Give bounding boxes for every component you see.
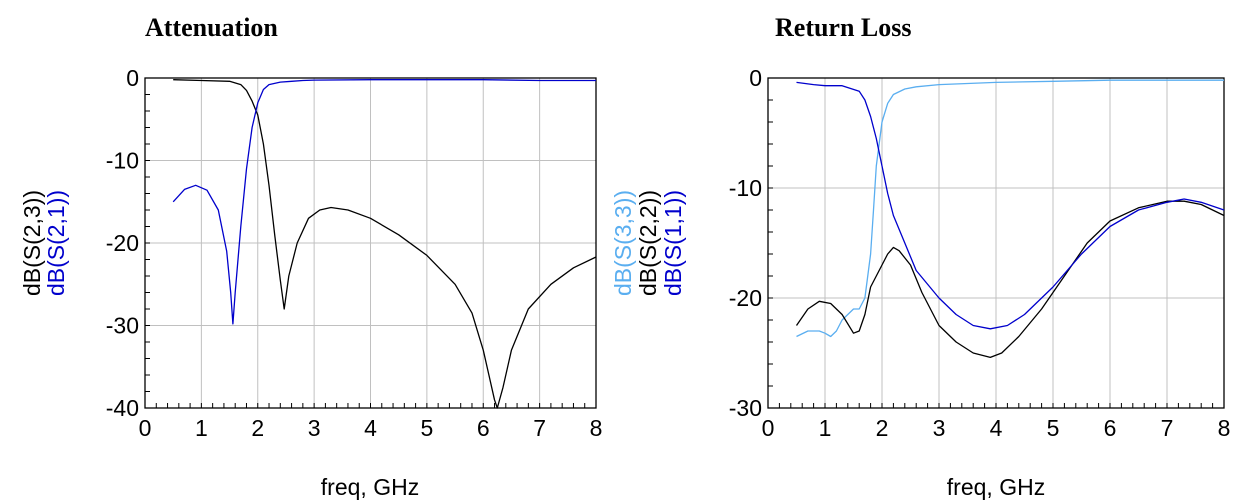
x-tick-label: 5 (1047, 415, 1060, 441)
x-tick-label: 4 (990, 415, 1003, 441)
x-tick-label: 7 (1161, 415, 1174, 441)
y-axis-label: dB(S(2,3)) dB(S(2,1)) (19, 190, 69, 296)
x-tick-label: 4 (364, 415, 377, 441)
y-label-line-2: dB(S(2,1)) (43, 190, 69, 296)
chart-title: Attenuation (145, 13, 278, 42)
series-line-db-s-2-1- (172, 79, 596, 325)
x-tick-label: 8 (590, 415, 603, 441)
x-tick-label: 3 (933, 415, 946, 441)
x-tick-label: 7 (533, 415, 546, 441)
x-tick-label: 5 (420, 415, 433, 441)
attenuation-chart: Attenuation 0 1 2 3 4 5 6 7 8 0 -10 -20 -30 -40 dB(S(… (19, 13, 602, 500)
series-line-db-s-1-1- (796, 81, 1225, 330)
series-line-db-s-2-3- (173, 79, 597, 409)
chart-title: Return Loss (775, 13, 912, 42)
x-tick-label: 6 (1104, 415, 1117, 441)
y-tick-label: -10 (729, 175, 762, 201)
x-axis-label: freq, GHz (321, 474, 419, 500)
x-tick-label: 8 (1218, 415, 1231, 441)
y-axis-label: dB(S(3,3)) dB(S(2,2)) dB(S(1,1)) (610, 190, 686, 296)
y-label-line-3: dB(S(1,1)) (660, 190, 686, 296)
y-tick-label: -20 (106, 230, 139, 256)
y-tick-label: -30 (106, 313, 139, 339)
series-line-db-s-3-3- (796, 79, 1224, 338)
x-tick-label: 6 (477, 415, 490, 441)
x-tick-label: 1 (819, 415, 832, 441)
return-loss-chart: Return Loss 0 1 2 3 4 5 6 7 8 0 -10 -20 -30 dB(S(3,3… (610, 13, 1230, 500)
x-axis-label: freq, GHz (947, 474, 1045, 500)
x-tick-label: 2 (876, 415, 889, 441)
y-tick-label: -30 (729, 395, 762, 421)
x-tick-label: 3 (308, 415, 321, 441)
series-line-db-s-2-2- (795, 200, 1225, 359)
x-tick-label: 1 (195, 415, 208, 441)
x-tick-label: 0 (139, 415, 152, 441)
y-label-line-1: dB(S(2,3)) (19, 190, 45, 296)
y-tick-label: -10 (106, 148, 139, 174)
y-label-line-2: dB(S(2,2)) (635, 190, 661, 296)
y-tick-label: 0 (126, 65, 139, 91)
y-tick-label: -40 (106, 395, 139, 421)
x-tick-label: 2 (251, 415, 264, 441)
y-tick-label: -20 (729, 285, 762, 311)
y-tick-label: 0 (749, 65, 762, 91)
x-tick-label: 0 (762, 415, 775, 441)
y-label-line-1: dB(S(3,3)) (610, 190, 636, 296)
